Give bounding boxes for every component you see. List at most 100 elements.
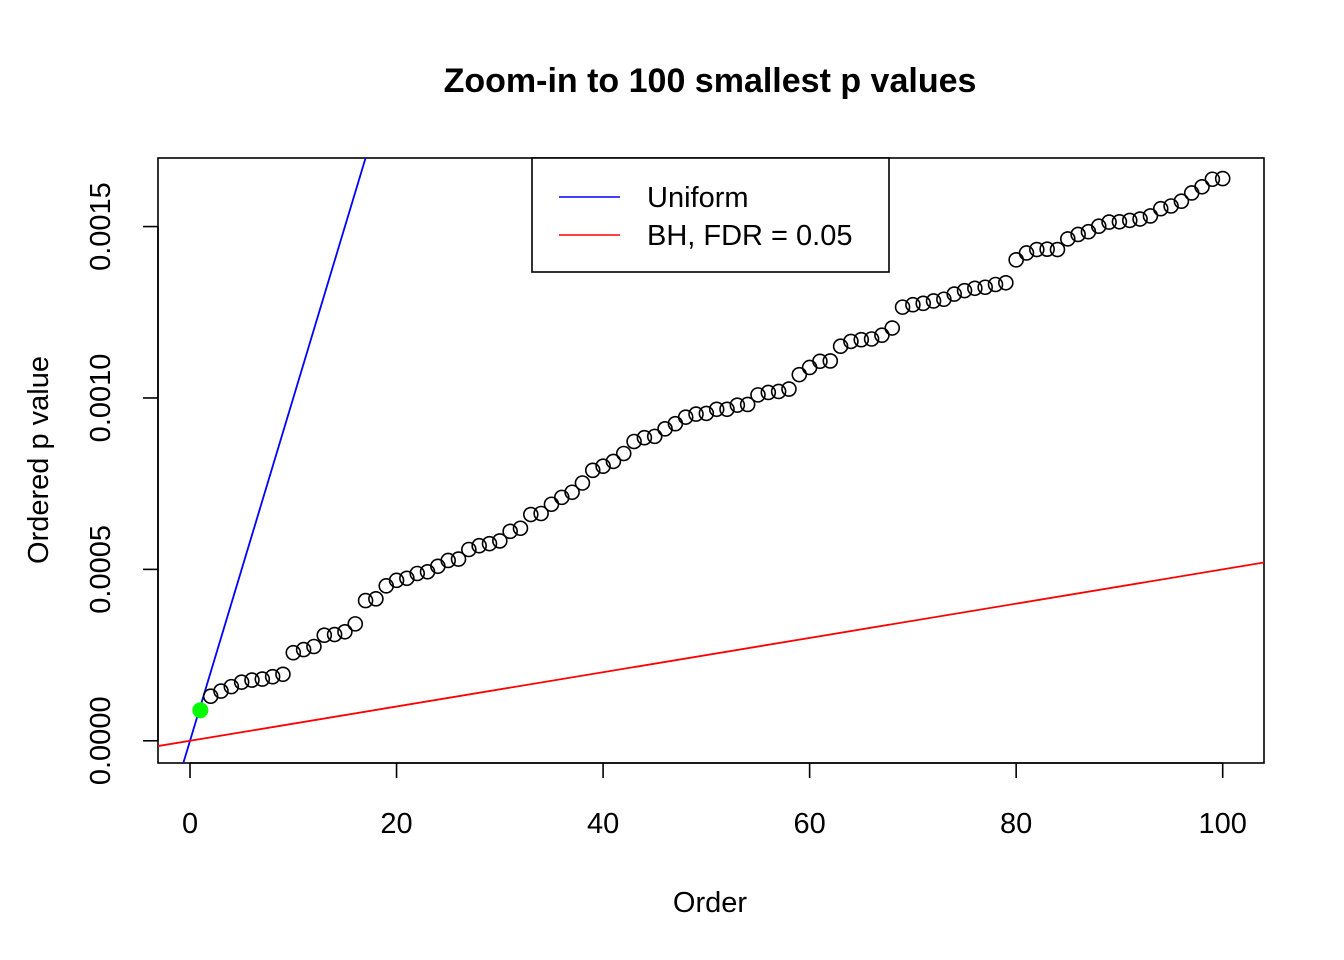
data-point [1029, 241, 1045, 258]
data-point [399, 570, 415, 587]
data-point [894, 299, 911, 315]
data-point [946, 286, 962, 302]
data-point [739, 396, 756, 413]
data-point [698, 405, 715, 422]
data-point [347, 616, 364, 632]
reference-lines [158, 158, 1264, 763]
data-point [512, 520, 529, 537]
data-point [688, 406, 704, 422]
y-tick-label: 0.0015 [85, 182, 117, 271]
x-axis: 0 20 40 60 80 100 [182, 762, 1247, 840]
legend: Uniform BH, FDR = 0.05 [531, 157, 890, 273]
data-point [1111, 213, 1128, 230]
data-point [956, 282, 973, 299]
data-point [574, 475, 591, 491]
data-point [801, 359, 818, 376]
data-point [409, 565, 426, 582]
data-point [275, 666, 291, 683]
data-point [481, 535, 498, 552]
x-tick-label: 40 [587, 808, 619, 840]
y-axis: 0.0000 0.0005 0.0010 0.0015 [85, 182, 159, 785]
data-point [615, 445, 632, 462]
data-point [677, 409, 694, 425]
data-point [967, 280, 983, 297]
y-axis-label: Ordered p value [23, 356, 55, 564]
data-point [1204, 171, 1221, 188]
data-point [1163, 198, 1179, 214]
data-point [306, 638, 322, 655]
data-point [1194, 178, 1210, 195]
data-point [729, 397, 746, 413]
data-point [1142, 208, 1159, 224]
data-point [915, 295, 932, 312]
data-point [1018, 245, 1035, 261]
data-point [244, 672, 260, 688]
data-point [254, 671, 271, 687]
data-point [1070, 226, 1086, 243]
chart-title: Zoom-in to 100 smallest p values [444, 62, 977, 100]
data-point [584, 462, 601, 479]
data-point [863, 331, 880, 347]
data-point [357, 592, 374, 609]
x-tick-label: 100 [1198, 808, 1246, 840]
data-point [285, 644, 302, 661]
data-point [502, 523, 518, 540]
data-point [626, 433, 642, 450]
data-point [719, 401, 735, 418]
highlighted-point [192, 702, 209, 719]
data-point [1152, 200, 1169, 217]
data-point [1121, 212, 1138, 229]
data-point [812, 353, 828, 370]
data-point [543, 496, 560, 513]
data-point [295, 641, 312, 658]
data-point [213, 683, 229, 699]
data-point [337, 623, 353, 640]
data-point [1090, 218, 1107, 235]
data-point [450, 551, 467, 567]
y-tick-label: 0.0010 [85, 354, 117, 443]
data-point [202, 688, 219, 705]
data-point [1008, 252, 1024, 268]
data-point [1039, 241, 1055, 257]
data-point [492, 533, 508, 549]
data-point [316, 627, 333, 643]
data-point [1049, 241, 1066, 258]
data-point [977, 279, 993, 296]
data-point [553, 489, 570, 506]
data-point [1132, 211, 1148, 227]
data-point [440, 552, 456, 569]
x-tick-label: 0 [182, 808, 198, 840]
y-tick-label: 0.0000 [85, 696, 117, 785]
data-point [522, 506, 539, 523]
x-axis-label: Order [673, 887, 747, 919]
data-point [708, 401, 725, 418]
data-point [264, 668, 281, 685]
data-point [326, 626, 343, 643]
data-point [832, 338, 849, 355]
legend-label-bh: BH, FDR = 0.05 [647, 220, 853, 252]
data-point [657, 421, 673, 437]
data-point [853, 331, 870, 348]
x-tick-label: 20 [380, 808, 412, 840]
data-point [1059, 231, 1076, 247]
data-point [998, 274, 1014, 291]
x-tick-label: 60 [793, 808, 825, 840]
data-point [760, 384, 777, 401]
data-point [605, 453, 622, 470]
data-point [368, 591, 384, 607]
data-point [646, 428, 663, 445]
data-point [471, 537, 487, 554]
y-tick-label: 0.0005 [85, 525, 117, 614]
data-point [925, 293, 942, 309]
data-point [936, 291, 952, 308]
data-points [192, 170, 1231, 719]
data-point [1183, 185, 1200, 201]
data-point [781, 381, 797, 397]
data-point [595, 458, 611, 474]
data-point [388, 572, 405, 589]
data-point [533, 505, 549, 522]
data-point [1214, 170, 1231, 187]
legend-label-uniform: Uniform [647, 182, 749, 214]
bh-line [158, 561, 1264, 747]
